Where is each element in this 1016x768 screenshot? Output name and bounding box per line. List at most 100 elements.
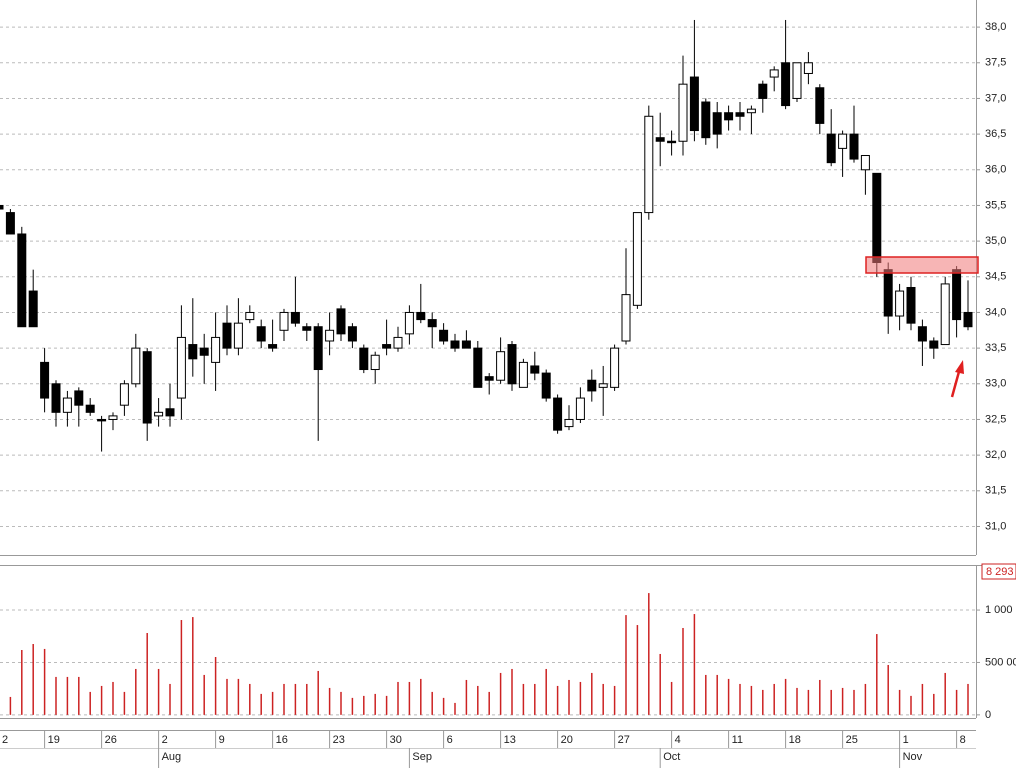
candle-body <box>712 112 722 135</box>
candle-body <box>781 62 791 107</box>
volume-value: 8 293 <box>986 566 1014 578</box>
month-label: Sep <box>412 751 432 763</box>
candle-body <box>131 347 141 385</box>
candle-body <box>644 115 654 214</box>
candle-body <box>575 397 585 420</box>
x-tick-label: 25 <box>846 734 858 746</box>
x-tick-label: 13 <box>504 734 516 746</box>
y-tick-label: 37,0 <box>985 92 1006 104</box>
candle-body <box>222 322 232 349</box>
candle-body <box>872 172 882 264</box>
candle-body <box>963 311 973 328</box>
candle-body <box>895 290 905 317</box>
month-label: Aug <box>162 751 182 763</box>
candle-body <box>404 311 414 335</box>
candle-body <box>667 140 677 144</box>
x-tick-label: 26 <box>105 734 117 746</box>
y-tick-label: 35,5 <box>985 199 1006 211</box>
candle-body <box>507 344 517 385</box>
candle-body <box>496 351 506 381</box>
candle-body <box>5 212 15 235</box>
candle-body <box>302 326 312 331</box>
candle-body <box>313 326 323 371</box>
candle-body <box>450 340 460 349</box>
candle-body <box>279 311 289 331</box>
candle-body <box>176 336 186 399</box>
candle-body <box>439 329 449 342</box>
x-tick-label: 11 <box>732 734 743 746</box>
volume-value-box <box>981 563 1016 580</box>
candle-body <box>461 340 471 349</box>
y-tick-label: 1 000 <box>985 604 1013 616</box>
candle-body <box>370 354 380 371</box>
x-tick-label: 23 <box>333 734 345 746</box>
candle-body <box>803 62 813 74</box>
candle-body <box>518 361 528 388</box>
x-tick-label: 27 <box>618 734 630 746</box>
candle-body <box>553 397 563 431</box>
candle-body <box>735 112 745 117</box>
y-tick-label: 31,5 <box>985 485 1006 497</box>
candle-body <box>689 76 699 132</box>
candle-body <box>188 344 198 360</box>
candle-body <box>165 408 175 417</box>
candle-body <box>940 283 950 346</box>
candle-body <box>678 83 688 142</box>
arrow-head <box>955 360 964 374</box>
candle-body <box>530 365 540 374</box>
candle-body <box>849 133 859 160</box>
grid-layer <box>0 26 976 716</box>
candle-body <box>541 372 551 399</box>
x-tick-label: 2 <box>2 734 8 746</box>
candle-body <box>245 311 255 321</box>
candle-body <box>655 137 665 142</box>
candle-body <box>28 290 38 328</box>
candle-body <box>758 83 768 99</box>
candle-body <box>336 308 346 335</box>
candle-body <box>40 361 50 399</box>
candle-body <box>484 376 494 381</box>
candle-body <box>427 319 437 328</box>
candle-body <box>74 390 84 406</box>
mark-layer <box>0 19 973 715</box>
candle-body <box>119 383 129 406</box>
x-tick-label: 19 <box>48 734 60 746</box>
y-tick-label: 34,5 <box>985 271 1006 283</box>
candle-body <box>0 204 4 210</box>
x-tick-label: 8 <box>960 734 966 746</box>
y-tick-label: 35,0 <box>985 235 1006 247</box>
y-tick-label: 33,0 <box>985 378 1006 390</box>
candle-body <box>632 212 642 306</box>
candle-body <box>952 269 962 321</box>
y-tick-label: 500 00 <box>985 656 1016 668</box>
highlight-zone <box>865 256 979 274</box>
x-tick-label: 1 <box>903 734 909 746</box>
candle-body <box>473 347 483 388</box>
candle-body <box>564 418 574 428</box>
candle-body <box>393 336 403 349</box>
candle-body <box>724 112 734 121</box>
candle-body <box>256 326 266 342</box>
y-tick-label: 0 <box>985 709 991 721</box>
arrow-shaft <box>950 367 962 398</box>
x-tick-label: 16 <box>276 734 288 746</box>
x-tick-label: 2 <box>162 734 168 746</box>
candle-body <box>17 233 27 328</box>
candle-body <box>416 311 426 321</box>
candle-body <box>815 87 825 124</box>
candle-body <box>838 133 848 149</box>
y-tick-label: 34,0 <box>985 306 1006 318</box>
candle-body <box>769 69 779 78</box>
candle-body <box>621 294 631 342</box>
y-tick-label: 36,0 <box>985 164 1006 176</box>
candle-body <box>917 326 927 342</box>
candle-body <box>792 62 802 99</box>
x-tick-label: 9 <box>219 734 225 746</box>
x-tick-label: 6 <box>447 734 453 746</box>
x-tick-label: 4 <box>675 734 681 746</box>
y-tick-label: 33,5 <box>985 342 1006 354</box>
candle-body <box>746 108 756 114</box>
month-label: Nov <box>903 751 923 763</box>
x-tick-label: 18 <box>789 734 801 746</box>
candle-body <box>97 418 107 422</box>
